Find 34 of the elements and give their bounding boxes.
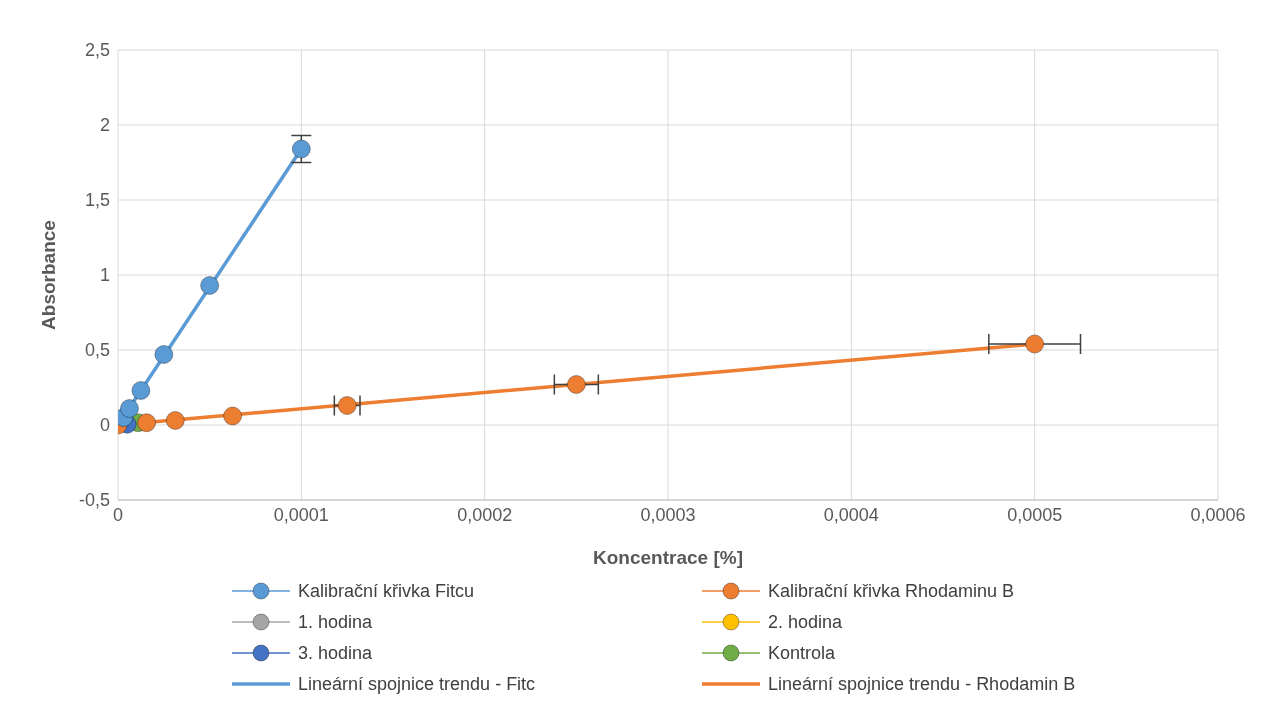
y-tick-label: -0,5 bbox=[78, 490, 110, 511]
point bbox=[200, 276, 220, 295]
legend-label: Kalibrační křivka Rhodaminu B bbox=[768, 580, 1015, 602]
x-tick-label: 0 bbox=[112, 504, 124, 525]
y-tick-label: 2,5 bbox=[84, 40, 110, 61]
legend-label: Kalibrační křivka Fitcu bbox=[298, 580, 475, 602]
y-tick-label: 2 bbox=[99, 115, 110, 136]
point bbox=[1025, 334, 1045, 354]
x-tick-label: 0,0003 bbox=[640, 504, 696, 525]
point bbox=[165, 411, 185, 430]
point bbox=[119, 399, 139, 418]
point bbox=[566, 375, 586, 394]
legend-label: 1. hodina bbox=[298, 611, 373, 633]
x-tick-label: 0,0004 bbox=[823, 504, 879, 525]
y-tick-label: 1,5 bbox=[84, 190, 110, 211]
x-axis-title: Koncentrace [%] bbox=[593, 547, 743, 568]
point bbox=[223, 406, 243, 426]
point bbox=[154, 345, 174, 364]
y-tick-label: 0,5 bbox=[84, 340, 110, 361]
legend-label: 3. hodina bbox=[298, 642, 373, 664]
x-tick-label: 0,0001 bbox=[273, 504, 329, 525]
x-tick-label: 0,0006 bbox=[1190, 504, 1246, 525]
legend-label: 2. hodina bbox=[768, 611, 843, 633]
point bbox=[291, 139, 311, 159]
y-tick-label: 1 bbox=[99, 265, 110, 286]
y-tick-label: 0 bbox=[99, 415, 110, 436]
y-axis-title: Absorbance bbox=[37, 220, 59, 330]
point bbox=[137, 413, 157, 433]
legend-label: Kontrola bbox=[768, 642, 836, 664]
legend-label: Lineární spojnice trendu - Fitc bbox=[298, 673, 536, 695]
legend-label: Lineární spojnice trendu - Rhodamin B bbox=[768, 673, 1076, 695]
x-tick-label: 0,0002 bbox=[457, 504, 513, 525]
x-tick-label: 0,0005 bbox=[1007, 504, 1063, 525]
point bbox=[131, 381, 151, 400]
